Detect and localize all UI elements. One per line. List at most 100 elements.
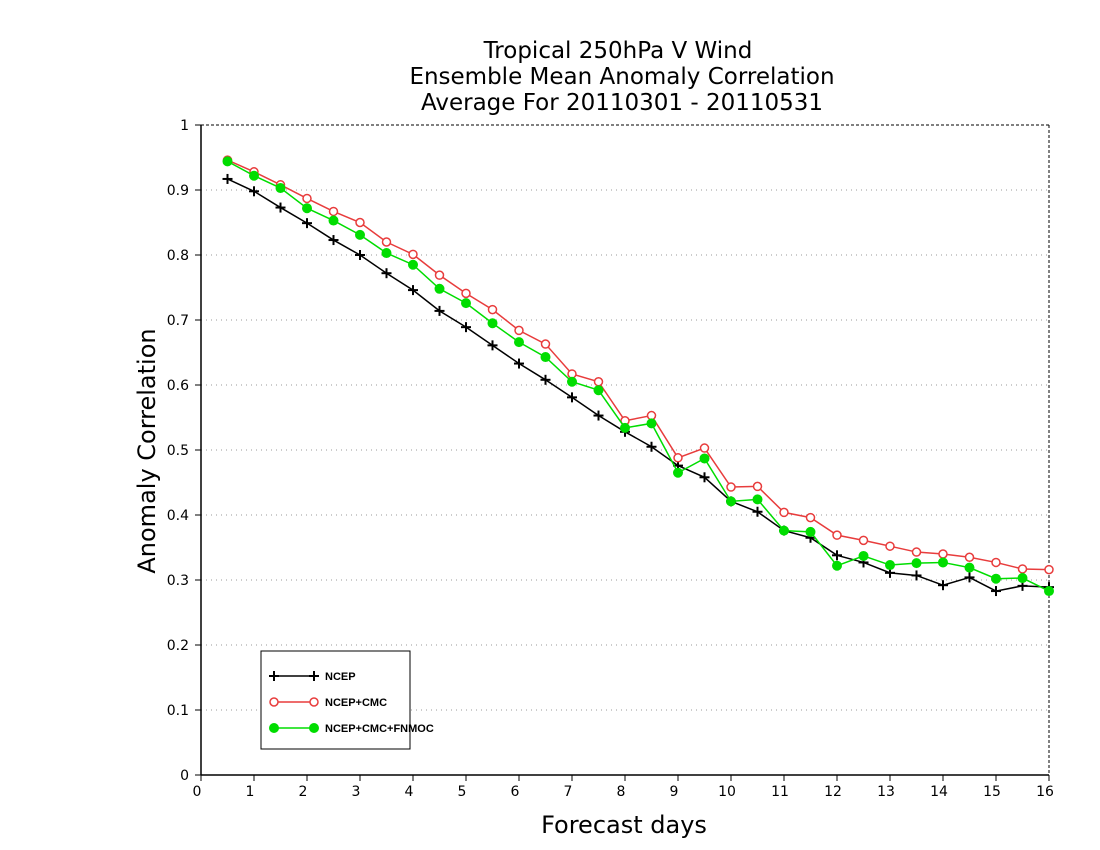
data-point [249, 170, 259, 181]
y-tick-label: 0.1 [167, 703, 189, 719]
x-tick-label: 5 [458, 784, 467, 800]
data-series [222, 155, 1054, 597]
data-point [991, 573, 1001, 584]
data-point [408, 285, 418, 296]
data-point [593, 377, 604, 387]
y-tick-label: 0.9 [167, 183, 189, 199]
data-point [646, 410, 657, 421]
data-point [1044, 586, 1054, 597]
data-point [222, 173, 233, 184]
data-point [275, 202, 286, 213]
data-point [593, 385, 604, 396]
data-point [673, 467, 683, 478]
data-point [938, 580, 948, 591]
data-point [381, 248, 392, 259]
y-tick-label: 0.4 [167, 508, 189, 524]
data-point [249, 186, 259, 197]
data-point [779, 507, 789, 518]
data-point [328, 206, 339, 217]
legend-box [260, 650, 411, 750]
data-point [964, 572, 975, 583]
x-tick-label: 4 [405, 784, 414, 800]
series-line [227, 178, 1050, 592]
data-point [381, 237, 392, 247]
y-tick-label: 0.8 [167, 248, 189, 264]
data-point [726, 482, 736, 492]
data-point [434, 305, 445, 316]
data-point [328, 215, 339, 226]
y-tick-label: 0.7 [167, 313, 189, 329]
chart-title-line-2: Ensemble Mean Anomaly Correlation [409, 64, 834, 90]
data-point [752, 481, 763, 492]
series-1 [222, 155, 1054, 575]
chart-title-line-3: Average For 20110301 - 20110531 [421, 90, 823, 116]
legend-swatch-marker [309, 697, 319, 707]
data-point [302, 203, 312, 214]
data-point [461, 322, 471, 333]
data-point [487, 340, 498, 351]
data-point [381, 268, 392, 279]
y-axis-ticks: 0 0.1 0.2 0.3 0.4 0.5 0.6 0.7 0.8 0.9 1 [167, 118, 201, 784]
x-tick-label: 1 [246, 784, 255, 800]
data-point [514, 358, 524, 369]
legend-swatch-marker [269, 671, 279, 681]
data-point [434, 270, 445, 280]
data-point [991, 557, 1001, 568]
x-tick-label: 10 [718, 784, 736, 800]
legend-swatch-marker [309, 671, 319, 681]
data-point [487, 318, 498, 329]
series-0 [222, 173, 1054, 597]
data-point [620, 422, 630, 433]
legend: NCEP NCEP+CMC NCEP+CMC+FNMOC [260, 650, 434, 750]
x-tick-label: 7 [564, 784, 573, 800]
data-point [673, 453, 683, 463]
x-tick-label: 8 [617, 784, 626, 800]
data-point [646, 441, 657, 452]
data-point [302, 218, 312, 229]
y-tick-label: 0.6 [167, 378, 189, 394]
data-point [964, 552, 975, 562]
data-point [461, 298, 471, 309]
data-point [408, 259, 418, 270]
legend-label: NCEP+CMC+FNMOC [325, 723, 434, 735]
data-point [355, 250, 365, 260]
legend-items: NCEP NCEP+CMC NCEP+CMC+FNMOC [269, 671, 434, 735]
data-point [328, 235, 339, 246]
series-line [227, 159, 1050, 571]
x-tick-label: 12 [824, 784, 842, 800]
x-tick-label: 13 [877, 784, 895, 800]
legend-label: NCEP [325, 671, 356, 683]
data-point [699, 472, 710, 483]
data-point [832, 530, 842, 540]
x-tick-label: 6 [511, 784, 520, 800]
gridlines [201, 189, 1049, 711]
data-point [487, 304, 498, 315]
data-point [885, 560, 895, 571]
data-point [911, 547, 922, 557]
data-point [699, 443, 710, 453]
data-point [646, 418, 657, 429]
series-2 [222, 156, 1054, 597]
data-point [858, 535, 869, 546]
data-point [540, 339, 551, 349]
data-point [1017, 573, 1028, 584]
data-point [699, 453, 710, 464]
data-point [514, 337, 524, 348]
data-point [779, 525, 789, 536]
y-tick-label: 0.2 [167, 638, 189, 654]
data-point [567, 376, 577, 387]
data-point [752, 506, 763, 517]
data-point [858, 550, 869, 561]
y-axis-title: Anomaly Correlation [133, 328, 161, 573]
data-point [540, 374, 551, 385]
x-axis-title: Forecast days [541, 811, 707, 839]
data-point [938, 557, 948, 568]
data-point [1044, 564, 1054, 575]
chart-title-line-1: Tropical 250hPa V Wind [483, 38, 753, 64]
x-tick-label: 11 [771, 784, 789, 800]
y-tick-label: 0.5 [167, 443, 189, 459]
x-axis-ticks: 0 1 2 3 4 5 6 7 8 9 10 11 12 13 14 15 16 [193, 775, 1054, 800]
legend-swatch-marker [269, 723, 279, 733]
x-tick-label: 3 [352, 784, 361, 800]
legend-label: NCEP+CMC [325, 697, 387, 709]
